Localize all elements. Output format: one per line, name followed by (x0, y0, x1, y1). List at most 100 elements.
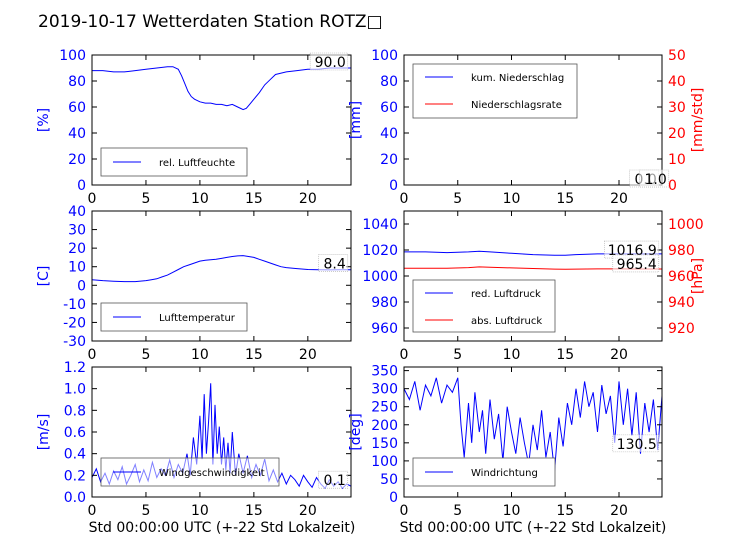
legend-label: kum. Niederschlag (471, 73, 564, 84)
y2-tick-label: 960 (668, 269, 695, 285)
y-tick-label: 0.8 (64, 403, 86, 419)
y2-tick-label: 30 (668, 100, 686, 116)
x-tick-label: 20 (610, 347, 628, 363)
y-tick-label: -20 (63, 315, 86, 331)
y2-tick-label: 1000 (668, 217, 704, 233)
legend-box (412, 279, 556, 333)
x-tick-label: 15 (556, 347, 574, 363)
y-tick-label: 60 (68, 100, 86, 116)
value-annotation-box (309, 52, 349, 71)
value-annotation: 90.0 (315, 55, 346, 71)
axes-frame (91, 210, 352, 342)
x-tick-label: 10 (191, 191, 209, 207)
y-tick-label: 20 (68, 152, 86, 168)
x-tick-label: 15 (245, 503, 263, 519)
x-tick-label: 15 (556, 503, 574, 519)
x-tick-label: 5 (141, 503, 150, 519)
y-axis-label: [mm] (348, 101, 364, 139)
x-axis-label-left: Std 00:00:00 UTC (+-22 Std Lokalzeit) (89, 520, 356, 536)
y-tick-label: 200 (371, 418, 398, 434)
y-tick-label: 980 (371, 295, 398, 311)
y-tick-label: 1040 (362, 217, 398, 233)
x-tick-label: 0 (400, 347, 409, 363)
axes-frame (403, 54, 663, 186)
x-tick-label: 20 (610, 191, 628, 207)
y-tick-label: 960 (371, 321, 398, 337)
y-tick-label: 80 (380, 74, 398, 90)
x-tick-label: 20 (610, 503, 628, 519)
y-tick-label: 1.2 (64, 360, 86, 376)
y2-axis-label: [hPa] (690, 258, 706, 294)
panel-windspeed: 0 5 10 15 20 0.0 0.2 0.4 0.6 0.8 1.0 1.2 [m/s] 0.1 Win… (36, 360, 352, 519)
value-annotation: 130.5 (617, 437, 657, 453)
y2-tick-label: 50 (668, 48, 686, 64)
y2-tick-label: 0 (668, 178, 677, 194)
y-tick-label: 0.4 (64, 447, 86, 463)
y2-tick-label: 10 (668, 152, 686, 168)
panel-humidity: 0 5 10 15 20 0 20 40 60 80 100 [%] 90.0 rel. Luftfeuc… (36, 48, 352, 207)
y-tick-label: 1000 (362, 269, 398, 285)
y-tick-label: 30 (68, 223, 86, 239)
value-annotation-box (612, 434, 660, 453)
legend-label: red. Luftdruck (471, 289, 541, 300)
y-tick-label: 0 (77, 178, 86, 194)
y-tick-label: 100 (371, 48, 398, 64)
x-tick-label: 0 (88, 503, 97, 519)
y-tick-label: 350 (371, 364, 398, 380)
series-line-winddirection-0 (404, 377, 662, 472)
y-tick-label: 0 (389, 178, 398, 194)
y-tick-label: 150 (371, 436, 398, 452)
y-tick-label: 100 (371, 454, 398, 470)
panel-temperature: 0 5 10 15 20 -30 -20 -10 0 10 20 30 40 [C] 8.4 Lufttemp… (36, 204, 352, 363)
x-tick-label: 0 (400, 191, 409, 207)
y-tick-label: 0.0 (64, 490, 86, 506)
axes-frame (91, 54, 352, 186)
y-tick-label: 250 (371, 400, 398, 416)
y2-tick-label: 980 (668, 243, 695, 259)
legend-label: rel. Luftfeuchte (159, 158, 235, 169)
x-tick-label: 10 (503, 191, 521, 207)
y-tick-label: 50 (380, 472, 398, 488)
x-tick-label: 10 (191, 347, 209, 363)
y-axis-label: [deg] (348, 413, 364, 450)
y2-tick-label: 40 (668, 74, 686, 90)
y-tick-label: 40 (68, 204, 86, 220)
x-tick-label: 5 (141, 191, 150, 207)
y-axis-label: [%] (36, 108, 52, 132)
y2-axis-label: [mm/std] (690, 88, 706, 153)
x-axis-label-right: Std 00:00:00 UTC (+-22 Std Lokalzeit) (400, 520, 667, 536)
x-tick-label: 5 (453, 191, 462, 207)
legend-label: Lufttemperatur (159, 313, 236, 324)
legend-label: abs. Luftdruck (471, 316, 542, 327)
y-tick-label: 0 (77, 278, 86, 294)
series-line-pressure-1 (404, 266, 662, 270)
x-tick-label: 15 (245, 347, 263, 363)
x-tick-label: 5 (453, 503, 462, 519)
x-tick-label: 15 (556, 191, 574, 207)
y2-tick-label: 920 (668, 321, 695, 337)
y-tick-label: -10 (63, 297, 86, 313)
y-axis-label: [m/s] (36, 414, 52, 451)
y-tick-label: 1020 (362, 243, 398, 259)
panel-pressure: 0 5 10 15 20 960 980 1000 1020 1040 920 940 960 980 10… (362, 210, 706, 363)
legend-box (412, 63, 578, 119)
y-tick-label: 0.6 (64, 425, 86, 441)
y2-tick-label: 20 (668, 126, 686, 142)
value-annotation-box (612, 254, 660, 273)
y-axis-label: [C] (36, 266, 52, 287)
y-tick-label: 40 (380, 126, 398, 142)
x-tick-label: 0 (400, 503, 409, 519)
x-tick-label: 20 (299, 347, 317, 363)
value-annotation-box (639, 169, 670, 188)
value-annotation: 8.4 (323, 257, 345, 273)
y-tick-label: 10 (68, 260, 86, 276)
y-tick-label: 40 (68, 126, 86, 142)
panel-precipitation: 0 5 10 15 20 0 20 40 60 80 100 0 10 20 30 40 50 [mm] [mm/s… (348, 48, 706, 207)
x-tick-label: 0 (88, 191, 97, 207)
y-tick-label: 80 (68, 74, 86, 90)
x-tick-label: 20 (299, 191, 317, 207)
y2-tick-label: 940 (668, 295, 695, 311)
